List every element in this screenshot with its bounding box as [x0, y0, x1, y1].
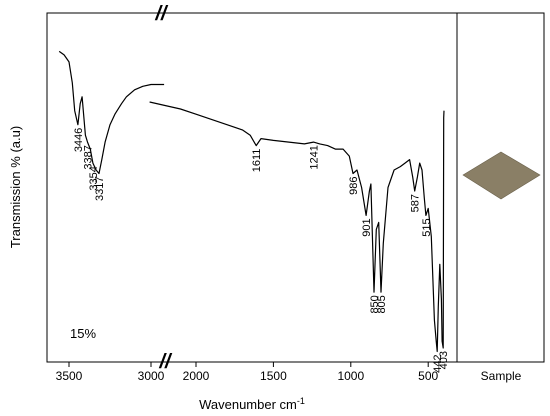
peak-label-805: 805 [376, 295, 388, 313]
spectrum-series [58, 50, 445, 353]
peak-label-442: 442 [432, 355, 444, 373]
sample-panel-label: Sample [481, 369, 522, 383]
axis-break-marker-bottom: // [158, 351, 173, 373]
peak-label-850: 850 [369, 295, 381, 313]
peak-label-3446: 3446 [73, 128, 85, 152]
peak-label-3317: 3317 [94, 177, 106, 201]
y-axis-label: Transmission % (a.u) [8, 126, 23, 248]
x-axis-ticks: 3500 3000 2000 1500 1000 500 [56, 362, 439, 383]
peak-label-1611: 1611 [251, 149, 263, 173]
x-tick-label-500: 500 [418, 369, 438, 383]
concentration-label: 15% [70, 326, 96, 341]
x-tick-label-1000: 1000 [337, 369, 364, 383]
peak-label-3354: 3354 [88, 166, 100, 190]
plot-frame [46, 12, 458, 363]
axis-break-marker-top: // [154, 3, 169, 25]
peak-label-587: 587 [410, 194, 422, 212]
x-tick-label-3500: 3500 [56, 369, 83, 383]
sample-panel-frame [456, 12, 545, 363]
x-axis-label-main: Wavenumber cm [199, 397, 297, 412]
peak-label-901: 901 [361, 218, 373, 236]
peak-label-1241: 1241 [309, 145, 321, 169]
x-tick-label-1500: 1500 [260, 369, 287, 383]
x-tick-label-3000: 3000 [138, 369, 165, 383]
peak-label-3387: 3387 [83, 145, 95, 169]
x-axis-label-superscript: -1 [297, 396, 305, 406]
peak-label-986: 986 [348, 177, 360, 195]
peak-label-515: 515 [421, 218, 433, 236]
sample-swatch [462, 151, 541, 200]
x-tick-label-2000: 2000 [183, 369, 210, 383]
spectrum-line-segment-2 [149, 101, 445, 353]
peak-label-403: 403 [438, 351, 450, 369]
spectrum-line-segment-1 [58, 50, 165, 175]
x-axis-label: Wavenumber cm-1 [199, 396, 305, 412]
